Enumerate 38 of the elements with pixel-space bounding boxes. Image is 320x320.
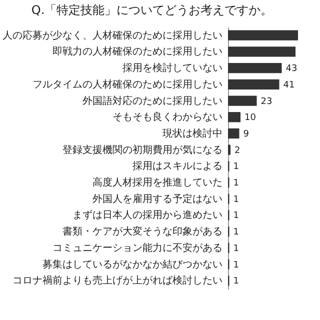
y-tick-label: コロナ禍前よりも売上げが上がれば検討したい [12,274,222,287]
data-label: 23 [260,96,272,107]
data-label: 1 [233,276,239,287]
bar [228,46,296,57]
y-tick-label: フルタイムの人材確保のために採用したい [32,78,222,90]
bar [228,96,257,106]
y-tick-label: そもそも良くわからない [112,111,222,124]
bar [228,62,282,74]
data-label: 1 [233,244,239,254]
y-tick-label: 採用を検討していない [122,62,222,74]
data-label: 1 [233,178,239,189]
y-tick-label: コミュニケーション能力に不安がある [52,242,222,254]
y-tick-label: まずは日本人の採用から進めたい [72,209,222,222]
data-label: 1 [233,162,239,172]
bar [228,128,240,139]
y-tick-label: 現状は検討中 [162,127,222,140]
y-tick-label: 書類・ケアが大変そうな印象がある [62,226,222,238]
data-label: 2 [234,146,240,156]
data-label: 43 [286,64,298,74]
data-label: 1 [233,211,239,222]
bar [228,112,240,122]
data-label: 1 [233,260,239,270]
y-tick-label: 採用はスキルによる [132,160,222,172]
data-label: 1 [233,228,239,238]
data-label: 41 [283,80,295,90]
y-tick-label: 外国人を雇用する予定はない [92,192,222,205]
y-tick-label: 募集はしているがなかなか結びつかない [42,258,222,270]
chart-title: Q.「特定技能」についてどうお考えですか。 [31,3,273,17]
y-tick-label: 人の応募が少なく、人材確保のために採用したい [2,29,222,42]
data-label: 9 [243,129,250,140]
y-tick-label: 登録支援機関の初期費用が気になる [62,144,222,156]
bar [228,30,298,40]
y-tick-label: 即戦力の人材確保のために採用したい [52,46,222,58]
y-tick-label: 高度人材採用を推進していた [92,176,222,189]
bar [228,79,280,90]
data-label: 10 [244,113,256,124]
y-tick-label: 外国語対応のために採用したい [82,94,222,107]
data-label: 1 [233,194,239,205]
